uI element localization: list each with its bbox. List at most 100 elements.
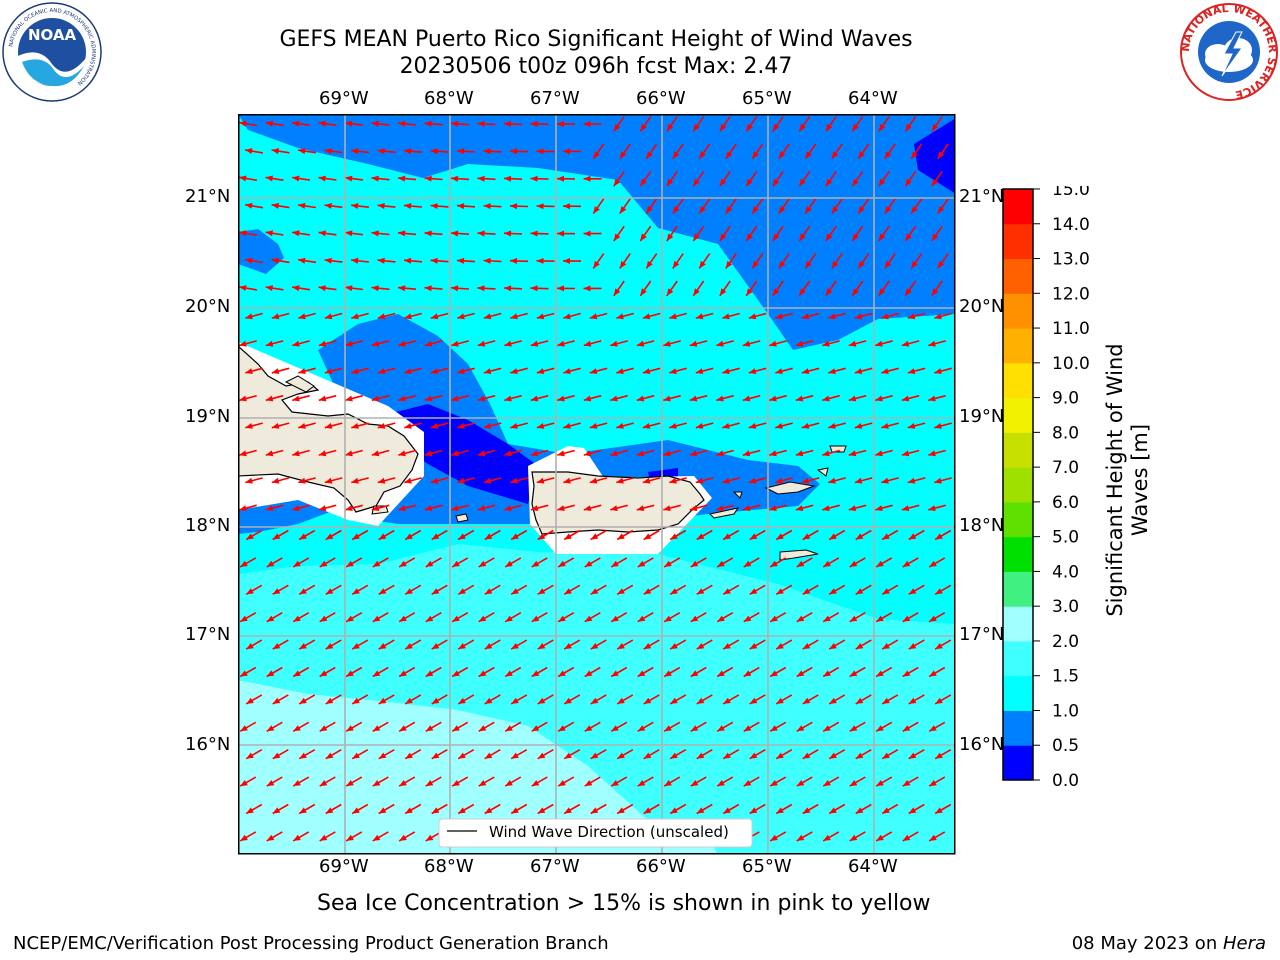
wind-wave-arrowhead: [902, 780, 911, 787]
wind-wave-arrowhead: [246, 807, 254, 814]
wind-wave-arrowhead: [828, 313, 836, 320]
colorbar-segment: [1003, 606, 1033, 642]
lat-label-left: 20°N: [185, 296, 231, 317]
wind-wave-arrowhead: [298, 313, 306, 320]
wind-wave-arrowhead: [640, 178, 647, 187]
wind-wave-arrowhead: [298, 477, 306, 484]
wind-wave-arrowhead: [345, 395, 353, 402]
wind-wave-arrowhead: [298, 202, 306, 209]
wind-wave-arrowhead: [902, 560, 911, 567]
footer-right: 08 May 2023 on Hera: [1072, 933, 1266, 954]
wind-wave-arrowhead: [504, 450, 512, 457]
wind-wave-arrowhead: [511, 697, 519, 704]
wind-wave-arrowhead: [722, 423, 730, 429]
wind-wave-arrowhead: [483, 313, 492, 320]
colorbar-tick-label: 15.0: [1052, 186, 1090, 200]
wind-wave-arrowhead: [531, 560, 540, 567]
wind-wave-arrowhead: [699, 260, 706, 269]
wind-wave-arrowhead: [424, 285, 432, 292]
wind-wave-arrowhead: [825, 233, 833, 241]
wind-wave-arrowhead: [564, 643, 572, 650]
lon-label-top: 64°W: [848, 88, 898, 109]
wind-wave-arrowhead: [484, 752, 493, 759]
wind-wave-arrowhead: [593, 151, 600, 159]
wind-wave-arrowhead: [693, 178, 700, 187]
wind-wave-arrowhead: [325, 697, 334, 704]
colorbar-title-line1: Significant Height of Wind: [1103, 343, 1127, 617]
wind-wave-arrowhead: [884, 206, 892, 214]
wind-wave-arrowhead: [404, 148, 412, 155]
wind-wave-arrowhead: [318, 175, 326, 182]
wind-wave-arrowhead: [849, 780, 858, 787]
wind-wave-arrowhead: [593, 206, 600, 214]
wind-wave-arrowhead: [689, 340, 698, 347]
wind-wave-arrowhead: [483, 477, 492, 484]
wind-wave-arrowhead: [537, 588, 546, 595]
wind-wave-arrowhead: [664, 670, 672, 677]
colorbar-tick-label: 3.0: [1052, 597, 1079, 617]
wind-wave-arrowhead: [345, 175, 353, 182]
wind-wave-arrowhead: [583, 230, 591, 237]
wind-wave-arrowhead: [723, 588, 731, 595]
wind-wave-arrowhead: [425, 615, 434, 622]
wind-wave-arrowhead: [929, 670, 937, 677]
wind-wave-arrowhead: [589, 477, 598, 484]
wind-wave-arrowhead: [905, 288, 912, 296]
wind-wave-arrowhead: [796, 560, 805, 567]
wind-wave-arrowhead: [876, 780, 884, 787]
wind-wave-arrowhead: [293, 725, 301, 732]
wind-wave-arrowhead: [318, 395, 327, 402]
wind-wave-arrowhead: [690, 780, 699, 787]
wind-wave-arrowhead: [617, 588, 625, 595]
wind-wave-arrowhead: [749, 588, 758, 595]
wind-wave-arrowhead: [484, 588, 493, 595]
wind-wave-arrowhead: [876, 615, 884, 622]
wind-wave-arrowhead: [642, 368, 651, 374]
lon-label-top: 66°W: [636, 88, 686, 109]
wind-wave-arrowhead: [929, 834, 937, 841]
land-anegada: [816, 467, 829, 477]
colorbar-tick-label: 0.5: [1052, 736, 1079, 756]
wind-wave-arrowhead: [246, 697, 254, 704]
wind-wave-arrowhead: [504, 230, 512, 237]
wind-wave-arrowhead: [504, 175, 512, 182]
wind-wave-arrowhead: [855, 752, 864, 759]
wind-wave-arrowhead: [371, 450, 380, 457]
wind-wave-arrowhead: [695, 368, 704, 374]
wind-wave-arrowhead: [589, 423, 598, 429]
wind-wave-arrowhead: [902, 670, 911, 677]
wind-wave-arrowhead: [884, 151, 892, 159]
wind-wave-arrowhead: [831, 260, 839, 269]
wind-wave-arrowhead: [564, 588, 572, 595]
wind-wave-arrowhead: [378, 697, 387, 704]
wind-wave-arrowhead: [611, 725, 619, 732]
wind-wave-arrowhead: [352, 643, 360, 650]
wind-wave-arrowhead: [852, 123, 859, 132]
wind-wave-arrowhead: [299, 588, 307, 595]
wind-wave-arrowhead: [882, 588, 890, 595]
wind-wave-arrowhead: [935, 807, 943, 814]
wind-wave-arrowhead: [271, 477, 280, 484]
colorbar-segment: [1003, 432, 1033, 468]
wind-wave-arrowhead: [557, 395, 565, 402]
wind-wave-arrowhead: [458, 588, 466, 595]
wind-wave-arrowhead: [875, 340, 883, 347]
wind-wave-arrowhead: [748, 313, 757, 320]
wind-wave-arrowhead: [477, 340, 486, 347]
wind-wave-arrowhead: [795, 395, 804, 402]
colorbar-segment: [1003, 293, 1033, 329]
wind-wave-arrowhead: [637, 780, 646, 787]
wind-wave-arrowhead: [424, 120, 432, 127]
wind-wave-arrowhead: [424, 230, 432, 237]
wind-wave-arrowhead: [636, 340, 645, 347]
wind-wave-arrowhead: [271, 148, 279, 155]
wind-wave-arrowhead: [617, 752, 625, 759]
wind-wave-arrowhead: [802, 807, 811, 814]
wind-wave-arrowhead: [292, 175, 300, 182]
wind-wave-arrowhead: [398, 120, 406, 127]
colorbar-tick-label: 10.0: [1052, 354, 1090, 374]
wind-wave-arrowhead: [852, 233, 859, 241]
wind-wave-arrowhead: [690, 615, 699, 622]
wind-wave-arrowhead: [319, 780, 328, 787]
wind-wave-arrowhead: [430, 148, 438, 155]
